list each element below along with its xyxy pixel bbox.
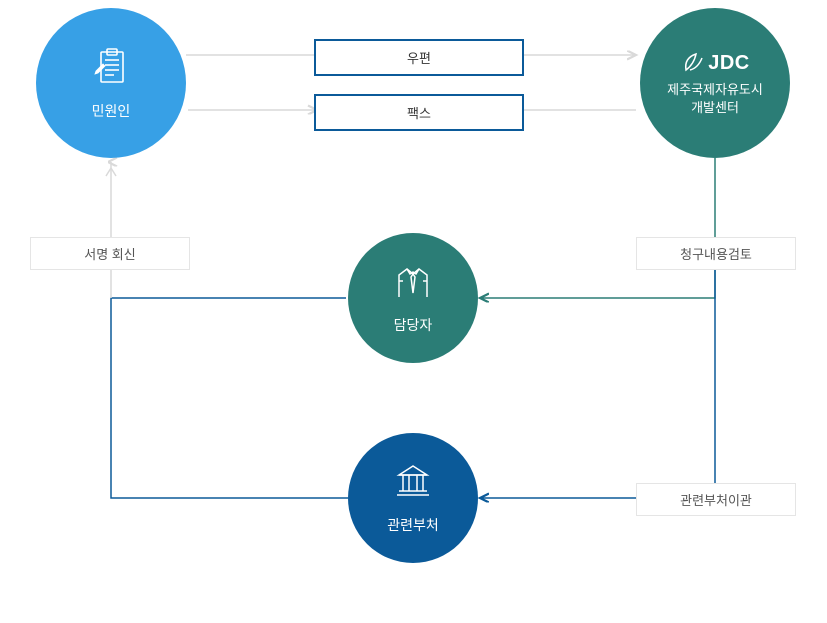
label-reply-text: 서명 회신 <box>84 247 135 262</box>
channel-fax-label: 팩스 <box>407 106 431 121</box>
node-jdc: JDC 제주국제자유도시 개발센터 <box>640 8 790 158</box>
node-department: 관련부처 <box>348 433 478 563</box>
label-transfer-text: 관련부처이관 <box>680 493 752 508</box>
node-petitioner-label: 민원인 <box>92 102 131 121</box>
channel-fax: 팩스 <box>314 94 524 131</box>
institution-icon <box>393 461 433 508</box>
channel-mail-label: 우편 <box>407 51 431 66</box>
node-officer-label: 담당자 <box>394 316 433 335</box>
jdc-logo-text: JDC <box>708 50 750 77</box>
label-review-text: 청구내용검토 <box>680 247 752 262</box>
clipboard-pen-icon <box>90 45 132 94</box>
label-reply: 서명 회신 <box>30 237 190 270</box>
label-transfer: 관련부처이관 <box>636 483 796 516</box>
channel-mail: 우편 <box>314 39 524 76</box>
jdc-leaf-icon: JDC <box>680 50 750 77</box>
label-review: 청구내용검토 <box>636 237 796 270</box>
node-department-label: 관련부처 <box>387 516 439 535</box>
node-petitioner: 민원인 <box>36 8 186 158</box>
node-jdc-label1: 제주국제자유도시 <box>667 81 763 99</box>
node-officer: 담당자 <box>348 233 478 363</box>
shirt-tie-icon <box>393 261 433 308</box>
node-jdc-label2: 개발센터 <box>691 99 739 117</box>
